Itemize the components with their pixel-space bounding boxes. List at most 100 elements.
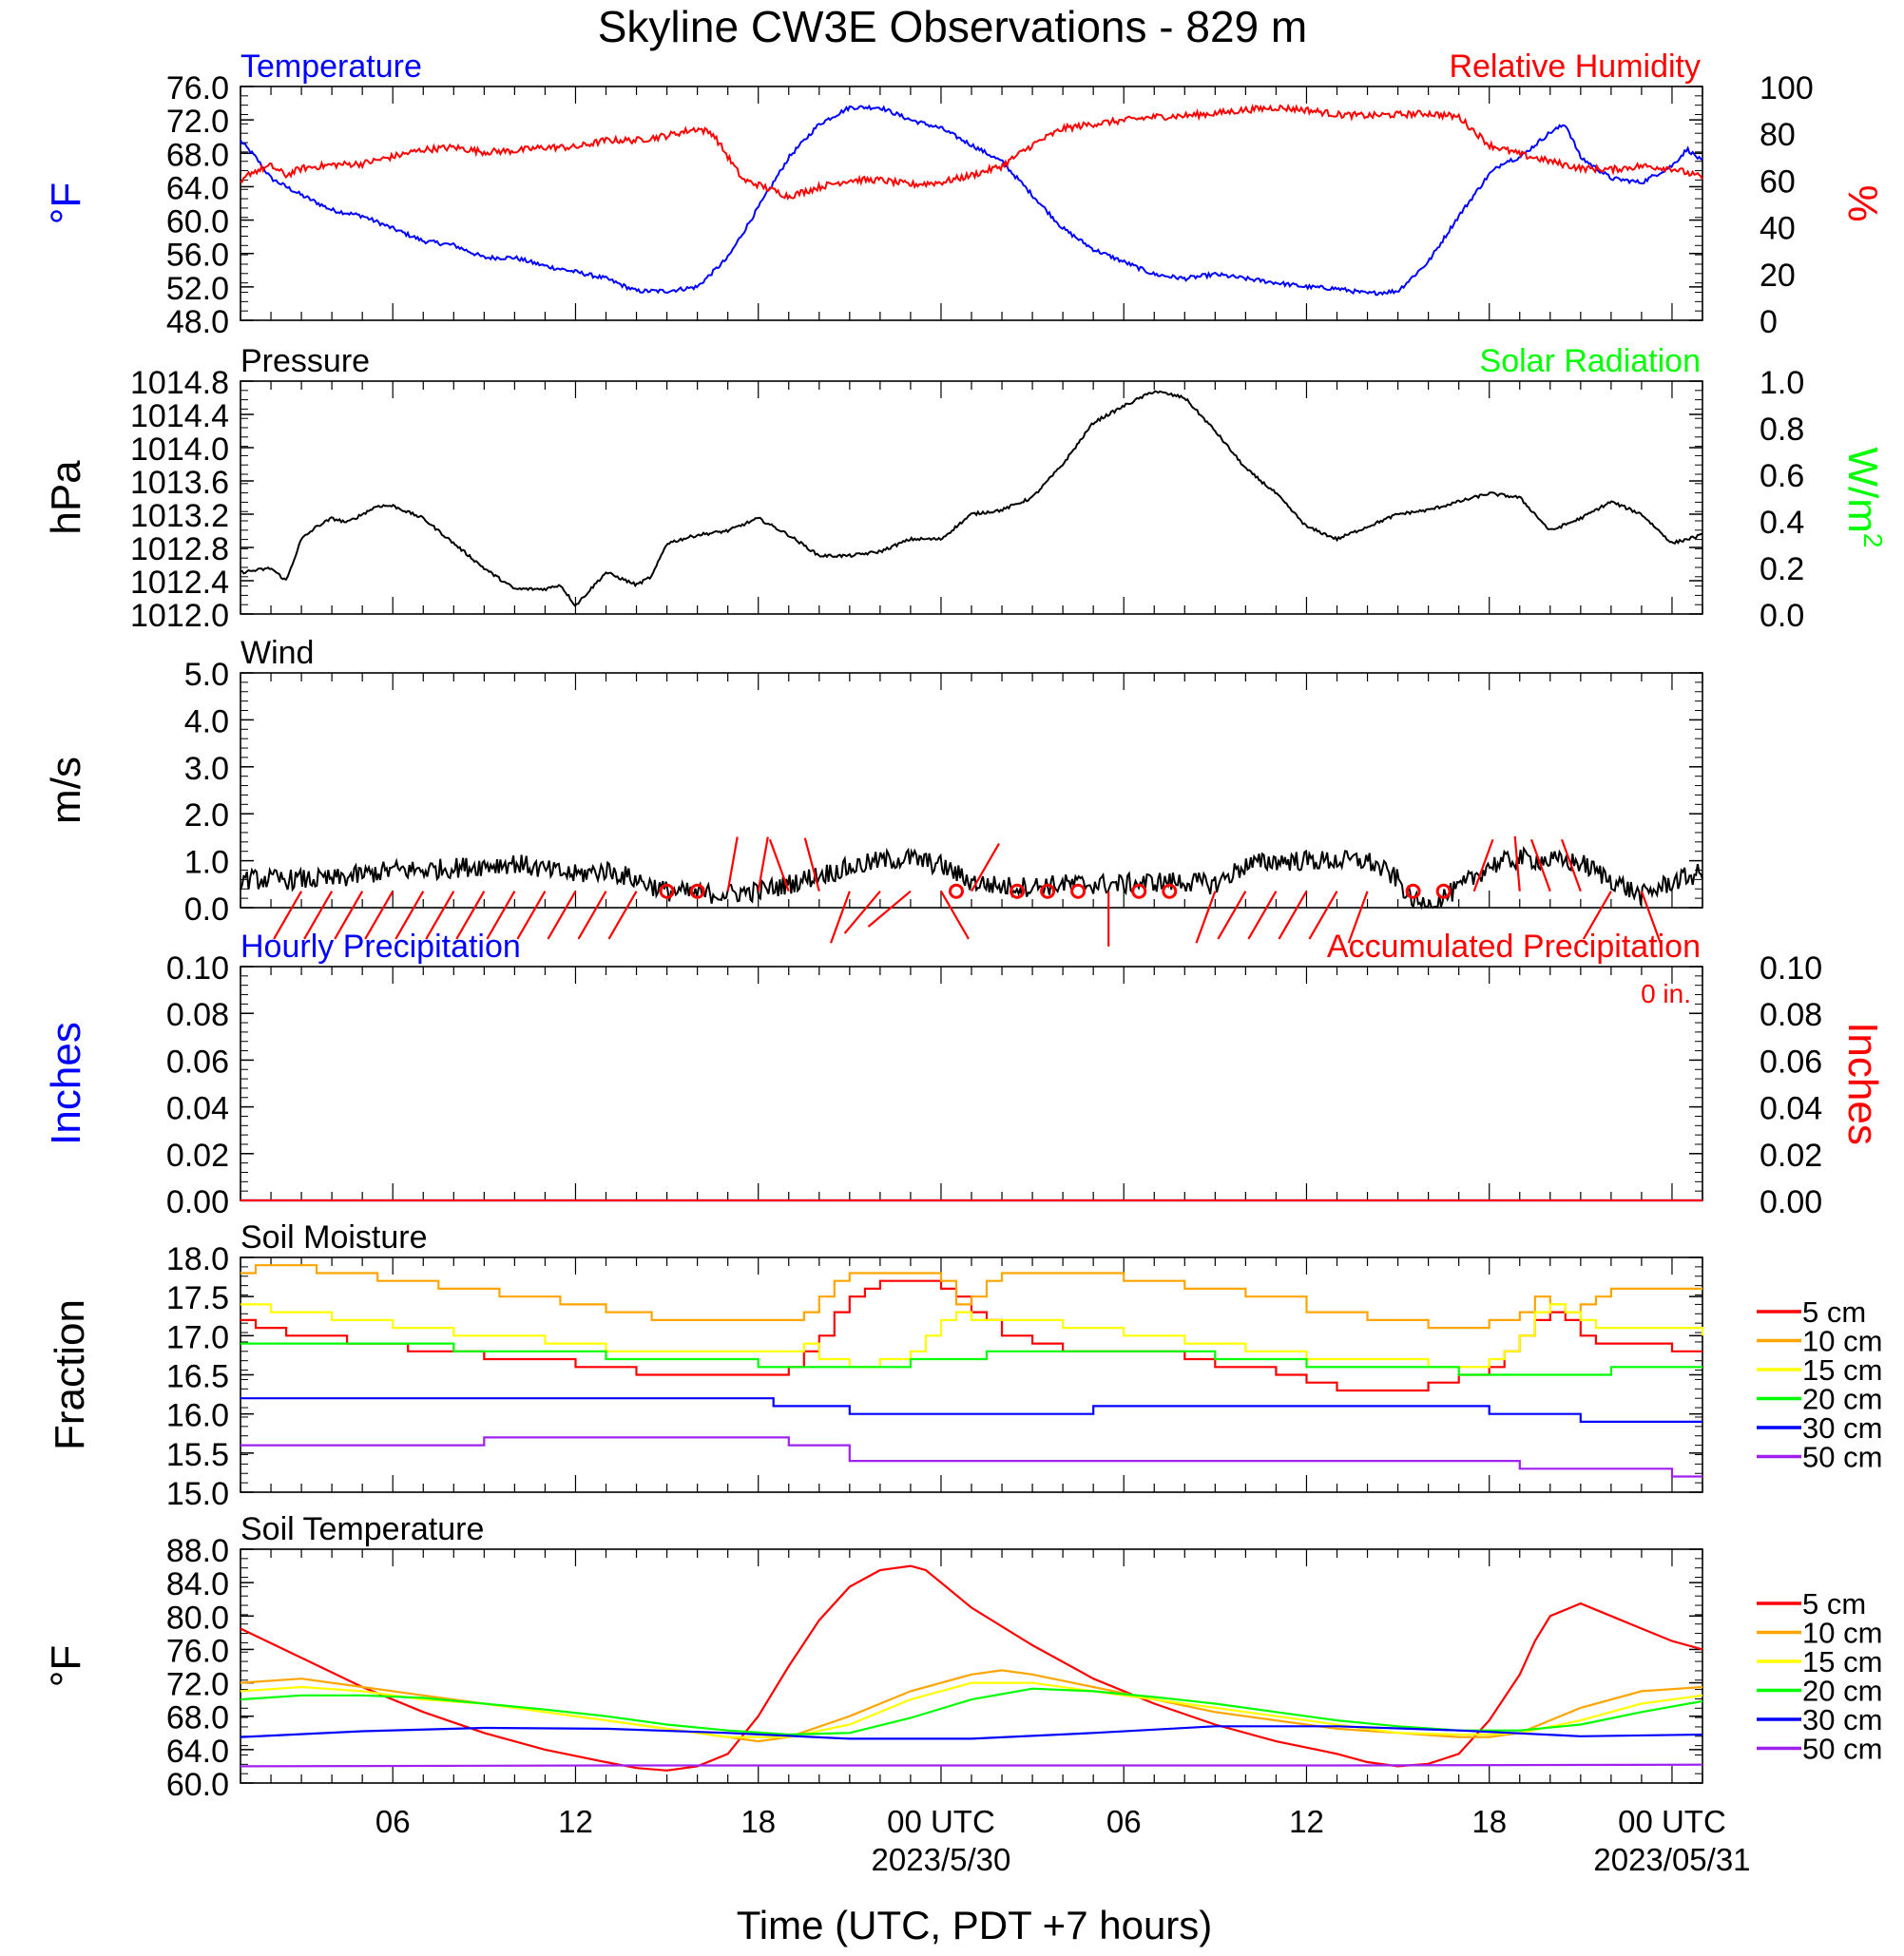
y-tick-label-right: 0.00 <box>1760 1184 1822 1220</box>
y-tick-label-left: 16.0 <box>166 1398 229 1434</box>
wind-barb <box>455 891 486 940</box>
wind-barb <box>803 837 820 892</box>
legend-label: 20 cm <box>1802 1383 1882 1416</box>
wind-barb <box>1560 838 1582 892</box>
y-tick-label-right: 1.0 <box>1760 365 1804 401</box>
y-tick-label-left: 72.0 <box>166 104 229 140</box>
y-tick-label-right: 20 <box>1760 258 1796 294</box>
y-tick-label-right: 0.6 <box>1760 458 1804 494</box>
panel-title-left: Soil Moisture <box>240 1219 428 1256</box>
y-tick-label-right: 0.08 <box>1760 997 1822 1033</box>
y-tick-label-left: 1012.4 <box>130 565 229 601</box>
y-tick-label-right: 100 <box>1760 70 1814 106</box>
y-tick-label-left: 76.0 <box>166 1633 229 1669</box>
series-line-15cm <box>240 1303 1704 1369</box>
y-tick-label-right: 0.04 <box>1760 1091 1822 1127</box>
wind-barb <box>303 891 334 940</box>
y-tick-label-right: 0.8 <box>1760 412 1804 448</box>
wind-barb <box>607 891 638 940</box>
panel-title-left: Hourly Precipitation <box>240 929 521 965</box>
wind-barb-calm <box>1405 883 1421 899</box>
y-tick-label-right: 0.10 <box>1760 950 1822 987</box>
y-tick-label-left: 0.06 <box>166 1044 229 1080</box>
wind-barb <box>867 890 912 928</box>
legend-label: 10 cm <box>1802 1325 1882 1358</box>
y-axis-title-left: Fraction <box>47 1299 93 1450</box>
wind-barb-calm <box>1040 883 1056 899</box>
y-axis-title-left: °F <box>43 182 89 224</box>
y-tick-label-right: 0.2 <box>1760 551 1804 587</box>
panel-title-left: Wind <box>240 635 314 671</box>
y-tick-label-left: 18.0 <box>166 1241 229 1277</box>
wind-barb-calm <box>659 883 675 899</box>
y-tick-label-left: 0.10 <box>166 950 229 987</box>
y-tick-label-right: 60 <box>1760 163 1796 200</box>
y-tick-label-left: 1014.8 <box>130 365 229 401</box>
wind-barb-calm <box>1010 883 1026 899</box>
y-tick-label-left: 48.0 <box>166 304 229 340</box>
wind-barb <box>843 891 881 934</box>
y-tick-label-left: 1.0 <box>184 845 229 881</box>
wind-barb <box>768 838 790 892</box>
wind-barb <box>829 891 851 944</box>
wind-barb-calm <box>1435 883 1452 899</box>
y-axis-title-left: hPa <box>43 460 89 535</box>
x-date-label: 2023/05/31 <box>1593 1842 1750 1877</box>
y-tick-label-right: 40 <box>1760 211 1796 247</box>
y-tick-label-left: 0.00 <box>166 1184 229 1220</box>
y-tick-label-left: 15.5 <box>166 1437 229 1473</box>
wind-barb <box>364 891 394 940</box>
y-tick-label-left: 0.0 <box>184 892 229 928</box>
panel-temp_rh: 76.072.068.064.060.056.052.048.0 100 80 60 4… <box>43 48 1886 340</box>
x-tick-label: 18 <box>1471 1804 1507 1839</box>
y-tick-label-left: 64.0 <box>166 170 229 206</box>
wind-barb-calm <box>1162 883 1178 899</box>
y-tick-label-right: 0.0 <box>1760 598 1804 634</box>
wind-barb <box>273 891 303 940</box>
series-line-50cm <box>240 1436 1702 1478</box>
y-axis-title-right: W/m2 <box>1839 448 1888 548</box>
legend-label: 5 cm <box>1802 1587 1866 1620</box>
y-tick-label-left: 52.0 <box>166 271 229 307</box>
y-axis-title-left: m/s <box>43 757 89 824</box>
y-tick-label-right: 0.06 <box>1760 1044 1822 1080</box>
legend-label: 30 cm <box>1802 1411 1882 1445</box>
series-line-humidity <box>240 103 1703 201</box>
x-tick-label: 00 UTC <box>887 1804 995 1839</box>
legend-label: 15 cm <box>1802 1645 1882 1678</box>
y-tick-label-left: 1013.6 <box>130 465 229 501</box>
y-tick-label-right: 0.4 <box>1760 505 1804 541</box>
y-tick-label-left: 1012.8 <box>130 531 229 567</box>
panel-group: 76.072.068.064.060.056.052.048.010080604… <box>43 48 1888 1803</box>
y-tick-label-left: 17.0 <box>166 1319 229 1355</box>
y-tick-label-left: 0.08 <box>166 997 229 1033</box>
wind-barb <box>1347 891 1369 944</box>
wind-barb <box>757 836 769 892</box>
y-tick-label-left: 2.0 <box>184 797 229 834</box>
legend-label: 50 cm <box>1802 1733 1882 1766</box>
wind-barb-calm <box>948 883 964 899</box>
series-line-20cm <box>240 1342 1702 1376</box>
panel-wind: 5.0 4.0 3.0 2.0 1.0 0.0 Wind m/s <box>43 635 1703 947</box>
y-tick-label-left: 15.0 <box>166 1476 229 1512</box>
series-line-wind <box>240 846 1703 911</box>
y-tick-label-left: 80.0 <box>166 1600 229 1636</box>
series-line-10cm <box>240 1264 1702 1330</box>
y-tick-label-right: 80 <box>1760 117 1796 153</box>
series-line-30cm <box>240 1397 1702 1423</box>
y-tick-label-left: 88.0 <box>166 1533 229 1569</box>
y-tick-label-left: 68.0 <box>166 137 229 173</box>
y-tick-label-left: 1014.0 <box>130 431 229 468</box>
panel-title-left: Soil Temperature <box>240 1511 484 1547</box>
y-tick-label-right: 0.02 <box>1760 1138 1822 1174</box>
legend-label: 10 cm <box>1802 1617 1882 1650</box>
legend-label: 30 cm <box>1802 1703 1882 1736</box>
wind-barb <box>1217 891 1247 940</box>
wind-barb <box>425 891 455 940</box>
panel-title-right: Accumulated Precipitation <box>1327 929 1701 965</box>
y-tick-label-left: 60.0 <box>166 204 229 240</box>
legend-label: 20 cm <box>1802 1675 1882 1708</box>
